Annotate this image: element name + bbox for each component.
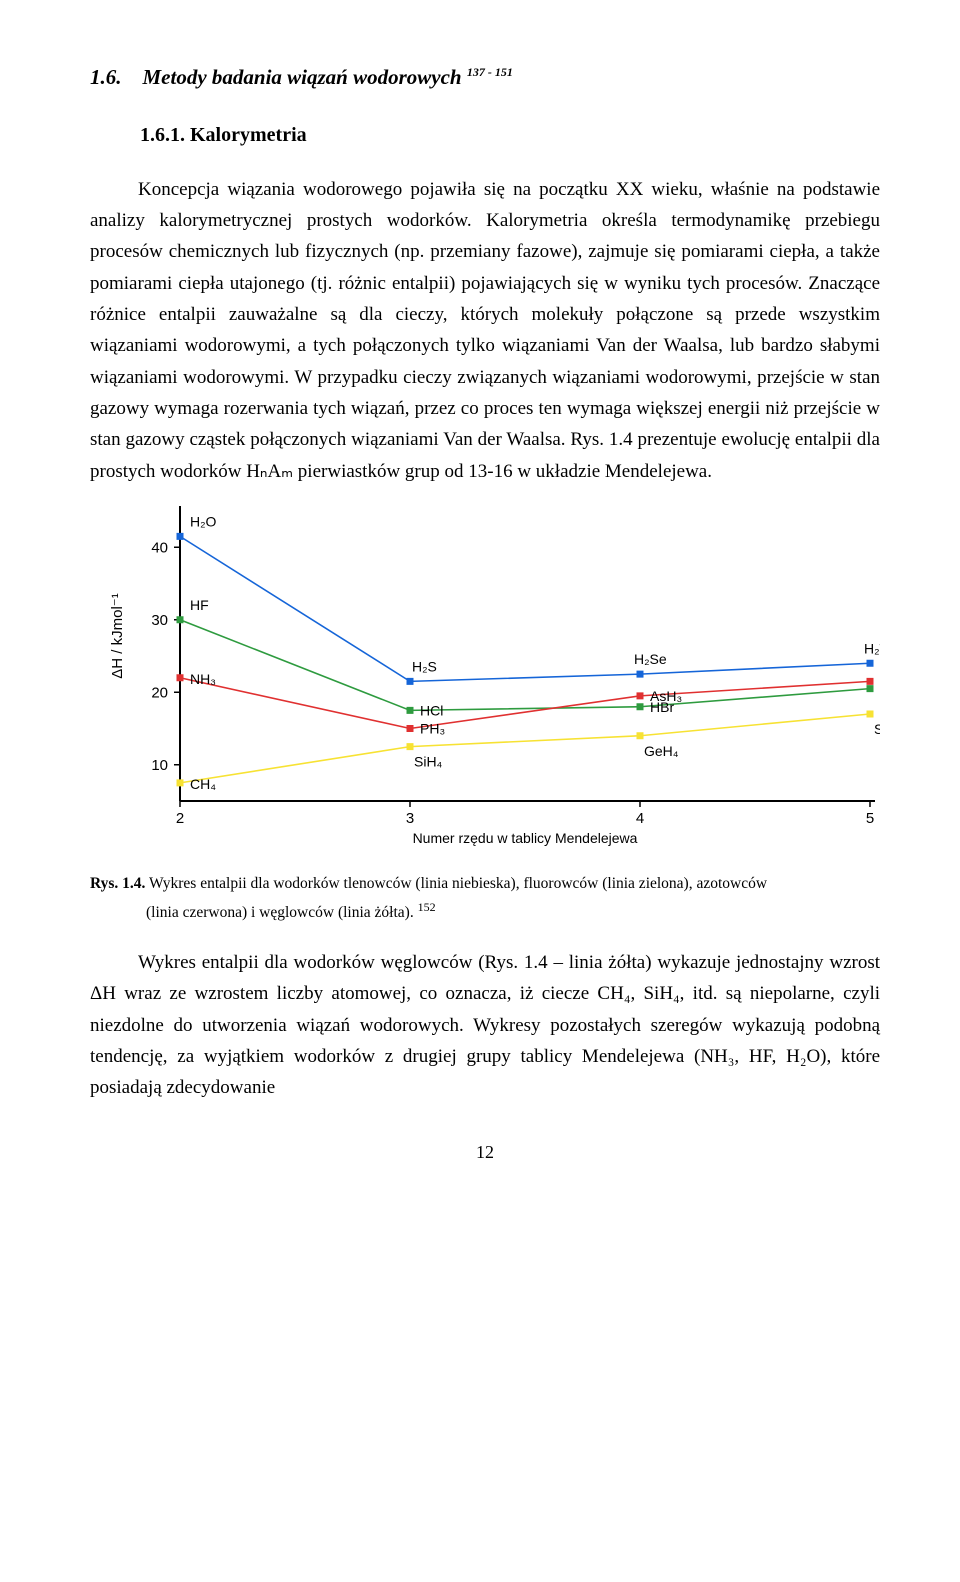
- svg-text:Numer rzędu w tablicy Mendelej: Numer rzędu w tablicy Mendelejewa: [413, 830, 638, 846]
- svg-text:ΔH / kJmol⁻¹: ΔH / kJmol⁻¹: [109, 593, 126, 678]
- figure-caption-line2: (linia czerwona) i węglowców (linia żółt…: [146, 905, 414, 922]
- paragraph-1: Koncepcja wiązania wodorowego pojawiła s…: [90, 174, 880, 487]
- svg-text:SnH₄: SnH₄: [874, 721, 880, 737]
- figure-prefix: Rys. 1.4.: [90, 875, 145, 892]
- figure-caption-ref: 152: [418, 900, 436, 914]
- svg-text:H₂Se: H₂Se: [634, 651, 667, 667]
- section-title-text: Metody badania wiązań wodorowych: [143, 65, 462, 89]
- svg-text:NH₃: NH₃: [190, 671, 216, 687]
- subsection-title: 1.6.1. Kalorymetria: [140, 119, 880, 152]
- figure-caption: Rys. 1.4. Wykres entalpii dla wodorków t…: [90, 871, 880, 927]
- svg-text:H₂S: H₂S: [412, 658, 437, 674]
- svg-text:HCl: HCl: [420, 702, 443, 718]
- svg-text:5: 5: [866, 810, 874, 827]
- svg-text:3: 3: [406, 810, 414, 827]
- svg-text:CH₄: CH₄: [190, 776, 216, 792]
- svg-text:10: 10: [151, 757, 168, 774]
- section-number: 1.6.: [90, 65, 122, 89]
- svg-text:40: 40: [151, 539, 168, 556]
- figure-caption-line1: Wykres entalpii dla wodorków tlenowców (…: [149, 875, 767, 892]
- section-title: 1.6. Metody badania wiązań wodorowych 13…: [90, 60, 880, 95]
- paragraph-2: Wykres entalpii dla wodorków węglowców (…: [90, 947, 880, 1104]
- svg-text:30: 30: [151, 612, 168, 629]
- svg-text:H₂O: H₂O: [190, 513, 217, 529]
- section-refs: 137 - 151: [467, 65, 513, 79]
- svg-text:SiH₄: SiH₄: [414, 754, 443, 770]
- subsection-title-text: Kalorymetria: [190, 124, 307, 146]
- svg-text:HF: HF: [190, 597, 209, 613]
- enthalpy-chart: 10 20 30 40 2 3 4 5 Numer rzędu w tablicy Mendel…: [90, 501, 880, 861]
- chart-svg: 10 20 30 40 2 3 4 5 Numer rzędu w tablicy Mendel…: [90, 501, 880, 861]
- svg-text:PH₃: PH₃: [420, 721, 445, 737]
- svg-text:4: 4: [636, 810, 644, 827]
- svg-text:2: 2: [176, 810, 184, 827]
- page-number: 12: [90, 1138, 880, 1168]
- svg-text:20: 20: [151, 684, 168, 701]
- svg-text:GeH₄: GeH₄: [644, 743, 679, 759]
- subsection-number: 1.6.1.: [140, 124, 185, 146]
- svg-text:H₂Te: H₂Te: [864, 640, 880, 656]
- svg-text:AsH₃: AsH₃: [650, 688, 682, 704]
